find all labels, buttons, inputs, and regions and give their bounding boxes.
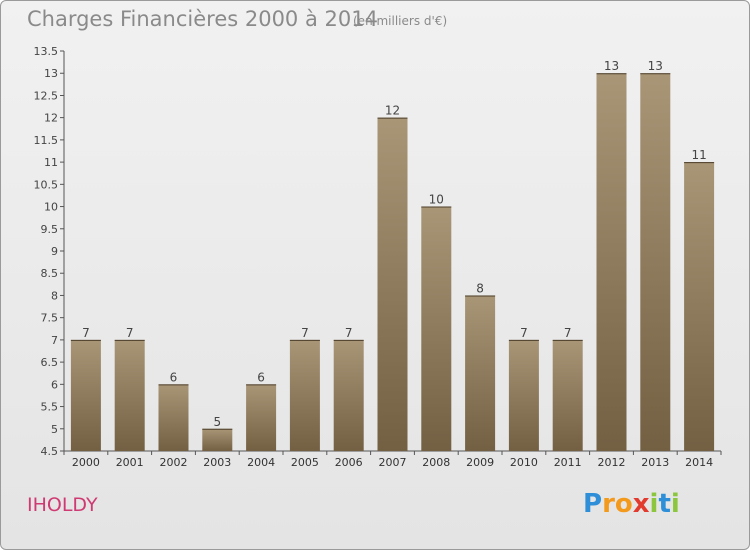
x-tick-label: 2009 [466, 456, 494, 469]
value-label: 11 [691, 148, 706, 162]
bar-2006 [333, 339, 364, 451]
value-label: 7 [301, 326, 309, 340]
logo-letter: x [632, 489, 650, 519]
bar-2002 [158, 384, 189, 451]
value-label: 5 [213, 415, 221, 429]
logo-letter: P [583, 489, 603, 519]
bar-2008 [421, 206, 452, 451]
value-label: 7 [345, 326, 353, 340]
x-tick-label: 2007 [379, 456, 407, 469]
x-tick-label: 2011 [554, 456, 582, 469]
bar-2011 [552, 339, 583, 451]
bar-2014 [684, 162, 715, 451]
x-tick-label: 2014 [685, 456, 713, 469]
y-tick-label: 10 [44, 201, 58, 214]
y-tick-label: 4.5 [41, 445, 59, 458]
value-label: 10 [429, 193, 444, 207]
value-label: 6 [170, 370, 178, 384]
x-tick-label: 2001 [116, 456, 144, 469]
chart-unit-label: (en milliers d'€) [353, 14, 448, 28]
bar-2007 [377, 117, 408, 452]
bar-2003 [202, 428, 233, 451]
y-tick-label: 9.5 [41, 223, 59, 236]
bar-2010 [508, 339, 539, 451]
value-label: 8 [476, 281, 484, 295]
value-label: 7 [564, 326, 572, 340]
y-tick-label: 7.5 [41, 312, 59, 325]
x-tick-label: 2005 [291, 456, 319, 469]
bar-2012 [596, 73, 627, 451]
x-tick-label: 2010 [510, 456, 538, 469]
y-tick-label: 13 [44, 67, 58, 80]
y-tick-label: 8.5 [41, 267, 59, 280]
chart-title: Charges Financières 2000 à 2014 [27, 7, 378, 31]
chart-labels: 2000 7 2001 7 2002 6 2003 5 2004 6 2005 7 2006 7 2007 1… [72, 59, 713, 469]
y-tick-label: 7 [51, 334, 58, 347]
x-tick-label: 2002 [160, 456, 188, 469]
place-label: IHOLDY [27, 494, 98, 516]
bar-2001 [114, 339, 145, 451]
y-tick-label: 5 [51, 423, 58, 436]
value-label: 12 [385, 104, 400, 118]
value-label: 7 [82, 326, 90, 340]
chart-bars [70, 73, 715, 452]
bar-2000 [70, 339, 101, 451]
y-tick-label: 6.5 [41, 356, 59, 369]
bar-2004 [246, 384, 277, 451]
x-tick-label: 2006 [335, 456, 363, 469]
y-tick-label: 6 [51, 378, 58, 391]
bar-2005 [289, 339, 320, 451]
y-tick-label: 8 [51, 289, 58, 302]
logo-letter: o [614, 489, 633, 519]
y-tick-label: 10.5 [34, 178, 59, 191]
logo-letter: t [658, 489, 671, 519]
value-label: 7 [520, 326, 528, 340]
y-tick-label: 12.5 [34, 89, 59, 102]
y-tick-label: 12 [44, 112, 58, 125]
x-tick-label: 2012 [598, 456, 626, 469]
x-tick-label: 2000 [72, 456, 100, 469]
y-tick-label: 11.5 [34, 134, 59, 147]
value-label: 13 [604, 59, 619, 73]
x-tick-label: 2008 [422, 456, 450, 469]
x-tick-label: 2013 [641, 456, 669, 469]
bar-2013 [640, 73, 671, 451]
x-tick-label: 2003 [203, 456, 231, 469]
y-tick-label: 13.5 [34, 45, 59, 58]
value-label: 13 [648, 59, 663, 73]
proxiti-logo: Proxiti [583, 489, 680, 519]
bar-2009 [465, 295, 496, 451]
logo-letter: i [670, 489, 680, 519]
y-tick-label: 9 [51, 245, 58, 258]
y-tick-label: 11 [44, 156, 58, 169]
x-tick-label: 2004 [247, 456, 275, 469]
logo-letter: i [649, 489, 659, 519]
logo-letter: r [602, 489, 615, 519]
chart-axes: 4.5 5 5.5 6 6.5 7 7.5 8 8.5 9 9.5 10 10.5 11 11.5 12 12.… [34, 45, 722, 458]
y-tick-label: 5.5 [41, 401, 59, 414]
value-label: 7 [126, 326, 134, 340]
value-label: 6 [257, 370, 265, 384]
